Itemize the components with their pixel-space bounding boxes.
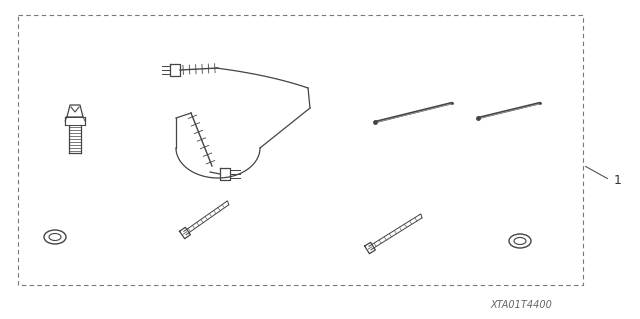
Text: 1: 1 (614, 174, 622, 187)
Bar (18, 15, 583, 285)
Text: XTA01T4400: XTA01T4400 (490, 300, 552, 310)
